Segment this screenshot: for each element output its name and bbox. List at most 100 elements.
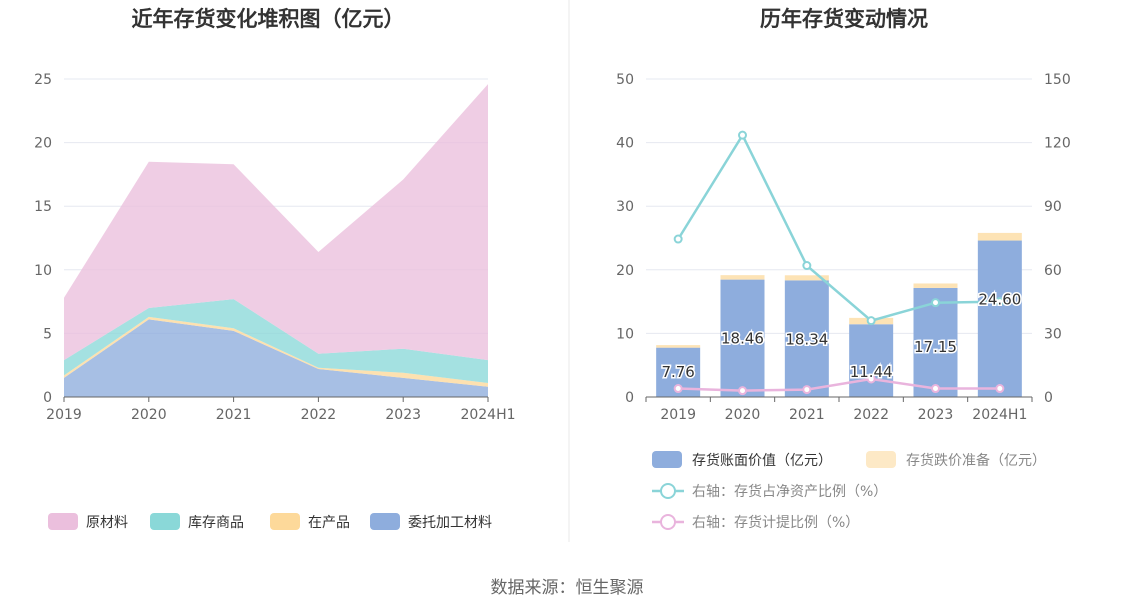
left-y-tick-label: 25 <box>34 72 52 88</box>
bar-impairment-reserve <box>720 275 765 280</box>
bar-value-label: 18.34 <box>785 330 828 348</box>
right-x-tick-label: 2019 <box>660 407 696 423</box>
left-x-tick-label: 2021 <box>216 407 252 423</box>
bar-inventory-value <box>977 240 1022 397</box>
line-右轴：存货计提比例（%） <box>678 377 1000 392</box>
left-x-tick-label: 2022 <box>301 407 337 423</box>
left-y-axis: 0 5 10 15 20 25 <box>34 72 52 406</box>
line-point <box>931 298 940 308</box>
area-库存商品 <box>64 299 488 383</box>
right-y-tick-label: 30 <box>616 199 634 215</box>
legend-label: 在产品 <box>308 515 350 531</box>
right-y2-tick-label: 150 <box>1044 72 1071 88</box>
data-source: 数据来源：恒生聚源 <box>491 578 644 598</box>
legend-item-inventory-value[interactable]: 存货账面价值（亿元） <box>652 451 832 469</box>
bar-impairment-reserve <box>913 283 958 288</box>
line-point <box>802 261 812 271</box>
legend-item-在产品[interactable]: 在产品 <box>270 513 350 531</box>
bar-impairment-reserve <box>977 232 1022 241</box>
area-原材料 <box>64 84 488 361</box>
line-右轴：存货占净资产比例（%） <box>677 132 1000 323</box>
legend-item-库存商品[interactable]: 库存商品 <box>150 513 244 531</box>
left-y-tick-label: 0 <box>43 390 52 406</box>
legend-swatch <box>48 513 78 530</box>
legend-item-原材料[interactable]: 原材料 <box>48 513 128 531</box>
left-y-tick-label: 5 <box>43 326 52 342</box>
legend-marker <box>660 483 676 499</box>
bar-impairment-reserve <box>656 345 701 348</box>
legend-swatch <box>270 513 300 530</box>
left-chart-title: 近年存货变化堆积图（亿元） <box>132 7 405 31</box>
line-point <box>866 316 876 326</box>
line-point <box>738 130 747 140</box>
legend-label: 右轴：存货占净资产比例（%） <box>692 483 887 500</box>
bar-value-label: 7.76 <box>661 363 694 381</box>
right-grid <box>646 78 1032 334</box>
bar-inventory-value <box>784 280 829 397</box>
line-point <box>995 297 1005 307</box>
area-委托加工材料 <box>64 319 488 397</box>
legend-label: 库存商品 <box>188 515 244 531</box>
right-y-tick-label: 0 <box>625 390 634 406</box>
bar-impairment-reserve <box>784 275 829 281</box>
right-y-tick-label: 20 <box>616 263 634 279</box>
bar-value-label: 17.15 <box>914 338 957 356</box>
line-point <box>866 374 876 384</box>
legend-swatch <box>150 513 180 530</box>
legend-swatch <box>370 513 400 530</box>
right-y2-tick-label: 30 <box>1044 326 1062 342</box>
stacked-area-chart: 近年存货变化堆积图（亿元） 0 5 10 15 20 25 2019 2020 2021 202… <box>34 7 515 531</box>
right-y-tick-label: 40 <box>616 136 634 152</box>
legend-swatch <box>866 451 896 468</box>
right-x-axis: 2019 2020 2021 2022 2023 2024H1 <box>645 396 1033 423</box>
left-x-tick-label: 2024H1 <box>460 407 515 423</box>
right-y-tick-label: 10 <box>616 326 634 342</box>
left-x-tick-label: 2020 <box>131 407 167 423</box>
legend-swatch <box>652 451 682 468</box>
legend-label: 右轴：存货计提比例（%） <box>692 514 859 531</box>
right-legend[interactable]: 存货账面价值（亿元） 存货跌价准备（亿元） 右轴：存货占净资产比例（%） 右轴：存货计… <box>652 451 1046 531</box>
line-point <box>995 384 1005 394</box>
right-bars <box>656 232 1022 397</box>
right-x-tick-label: 2021 <box>789 407 825 423</box>
right-y2-tick-label: 90 <box>1044 199 1062 215</box>
left-legend[interactable]: 原材料 库存商品 在产品 委托加工材料 <box>48 513 492 531</box>
line-point <box>673 384 683 394</box>
right-x-tick-label: 2022 <box>853 407 889 423</box>
line-point <box>931 384 940 394</box>
line-point <box>802 385 812 395</box>
left-x-tick-label: 2019 <box>46 407 82 423</box>
legend-item-line[interactable]: 右轴：存货计提比例（%） <box>652 514 859 531</box>
right-y2-tick-label: 120 <box>1044 136 1071 152</box>
right-y-axis-left: 0 10 20 30 40 50 <box>616 72 634 406</box>
legend-label: 委托加工材料 <box>408 515 492 531</box>
left-y-tick-label: 20 <box>34 136 52 152</box>
left-y-tick-label: 10 <box>34 263 52 279</box>
left-y-tick-label: 15 <box>34 199 52 215</box>
bar-inventory-value <box>849 324 894 397</box>
legend-item-委托加工材料[interactable]: 委托加工材料 <box>370 513 492 531</box>
bar-value-label: 24.60 <box>978 291 1021 309</box>
right-x-tick-label: 2024H1 <box>972 407 1027 423</box>
legend-marker <box>660 514 676 530</box>
legend-label: 存货账面价值（亿元） <box>692 452 832 469</box>
legend-item-line[interactable]: 右轴：存货占净资产比例（%） <box>652 483 887 500</box>
area-在产品 <box>64 316 488 387</box>
legend-label: 原材料 <box>86 515 128 531</box>
line-point <box>673 234 683 244</box>
bar-line-chart: 历年存货变动情况 7.76 18.46 18.34 11.44 17.15 24.60 0… <box>616 7 1071 531</box>
legend-label: 存货跌价准备（亿元） <box>906 452 1046 469</box>
left-x-tick-label: 2023 <box>385 407 421 423</box>
legend-item-impairment-reserve[interactable]: 存货跌价准备（亿元） <box>866 451 1046 469</box>
line-point <box>738 386 747 396</box>
right-lines: 7.76 18.46 18.34 11.44 17.15 24.60 <box>660 130 1023 396</box>
right-y-tick-label: 50 <box>616 72 634 88</box>
right-y2-tick-label: 60 <box>1044 263 1062 279</box>
right-y2-tick-label: 0 <box>1044 390 1053 406</box>
bar-value-label: 18.46 <box>721 330 764 348</box>
right-x-tick-label: 2020 <box>725 407 761 423</box>
bar-value-label: 11.44 <box>850 363 893 381</box>
bar-inventory-value <box>720 279 765 397</box>
right-y-axis-right: 0 30 60 90 120 150 <box>1044 72 1071 406</box>
